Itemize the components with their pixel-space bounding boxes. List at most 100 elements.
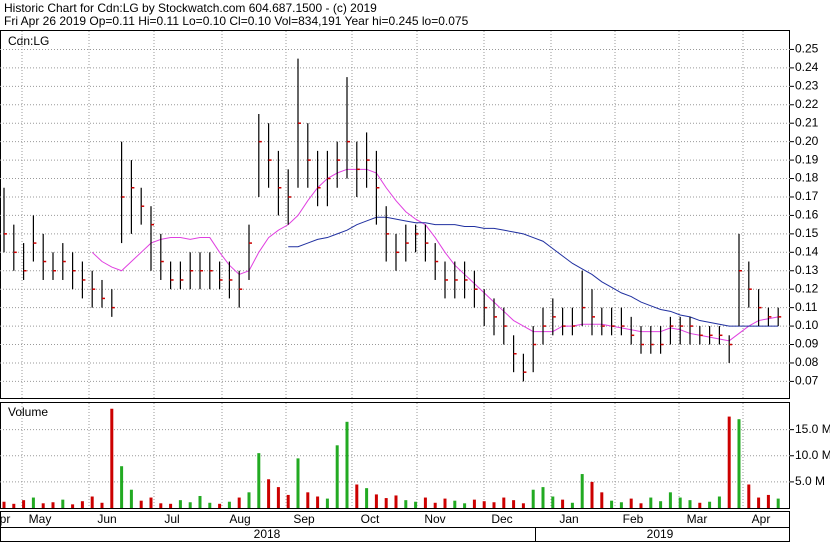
volume-bar (355, 484, 359, 508)
y-tick-label: 0.22 (795, 97, 819, 111)
volume-bar (247, 492, 251, 508)
moving-average (288, 216, 779, 327)
y-tick-label: 0.21 (795, 115, 819, 129)
month-label: Feb (623, 512, 644, 526)
year-label: 2018 (254, 527, 281, 541)
volume-bar (51, 502, 55, 508)
volume-bar (708, 501, 712, 508)
volume-bar (80, 501, 84, 508)
y-tick-label: 0.25 (795, 42, 819, 56)
volume-bar (31, 497, 35, 508)
volume-bar (619, 502, 623, 508)
volume-bar (100, 502, 104, 508)
volume-bar (345, 421, 349, 508)
y-tick-label: 0.18 (795, 171, 819, 185)
volume-bar (149, 497, 153, 508)
volume-bar (531, 489, 535, 508)
volume-bar (747, 484, 751, 508)
volume-bar (502, 497, 506, 508)
month-label: pr (0, 512, 10, 526)
y-tick-label: 0.07 (795, 374, 819, 388)
volume-bar (110, 408, 114, 508)
volume-bar (482, 501, 486, 508)
volume-bar (659, 501, 663, 508)
volume-bar (139, 500, 143, 508)
volume-bar (296, 458, 300, 508)
volume-bar (335, 445, 339, 508)
volume-bar (610, 500, 614, 508)
volume-bar (414, 501, 418, 508)
volume-bar (512, 500, 516, 508)
y-tick-label: 0.20 (795, 134, 819, 148)
volume-bar (22, 500, 26, 508)
volume-bar (198, 495, 202, 508)
volume-bar (717, 496, 721, 508)
volume-bar (227, 501, 231, 508)
month-label: Jan (559, 512, 578, 526)
month-label: Oct (361, 512, 380, 526)
volume-bar (159, 503, 163, 508)
volume-bar (541, 487, 545, 508)
month-label: Apr (752, 512, 771, 526)
volume-bar (580, 474, 584, 508)
y-tick-label: 5.0 M (795, 474, 825, 488)
volume-bar (129, 489, 133, 508)
y-tick-label: 0.12 (795, 281, 819, 295)
volume-bar (590, 481, 594, 508)
volume-bar (394, 495, 398, 508)
month-label: Nov (424, 512, 445, 526)
volume-bar (463, 503, 467, 508)
volume-bar (384, 498, 388, 508)
price-panel (0, 30, 790, 399)
volume-bar (365, 488, 369, 508)
volume-bar (12, 503, 16, 508)
volume-bar (766, 494, 770, 508)
year-axis (0, 527, 790, 542)
volume-bar (453, 500, 457, 508)
chart-title: Historic Chart for Cdn:LG by Stockwatch.… (4, 1, 377, 15)
volume-bar (551, 496, 555, 508)
month-label: Dec (491, 512, 512, 526)
y-tick-label: 0.10 (795, 318, 819, 332)
volume-bar (600, 492, 604, 508)
month-label: Aug (229, 512, 250, 526)
volume-bar (757, 497, 761, 508)
y-tick-label: 0.19 (795, 152, 819, 166)
volume-bar (639, 503, 643, 508)
volume-label: Volume (8, 405, 48, 419)
volume-bar (188, 502, 192, 508)
volume-bar (433, 502, 437, 508)
y-tick-label: 10.0 M (795, 448, 830, 462)
month-label: Jun (97, 512, 116, 526)
volume-bar (208, 502, 212, 508)
volume-bar (237, 497, 241, 508)
volume-bar (521, 503, 525, 508)
price-label: Cdn:LG (8, 34, 49, 48)
volume-bar (71, 504, 75, 508)
volume-bar (698, 502, 702, 508)
quote-info: Fri Apr 26 2019 Op=0.11 Hi=0.11 Lo=0.10 … (4, 14, 469, 28)
volume-bar (776, 498, 780, 508)
volume-bar (443, 498, 447, 508)
y-tick-label: 0.09 (795, 337, 819, 351)
volume-bar (668, 492, 672, 508)
volume-bar (267, 479, 271, 508)
y-tick-label: 0.11 (795, 300, 818, 314)
y-tick-label: 0.16 (795, 208, 819, 222)
volume-bar (688, 500, 692, 508)
volume-bar (737, 419, 741, 508)
volume-bar (218, 503, 222, 508)
volume-bar (374, 494, 378, 508)
volume-bar (120, 466, 124, 508)
volume-bar (727, 416, 731, 508)
volume-bar (178, 500, 182, 508)
volume-bar (678, 497, 682, 508)
volume-bar (423, 497, 427, 508)
volume-bar (570, 502, 574, 508)
year-label: 2019 (647, 527, 674, 541)
month-label: Sep (293, 512, 315, 526)
y-tick-label: 0.08 (795, 355, 819, 369)
y-tick-label: 0.23 (795, 78, 819, 92)
